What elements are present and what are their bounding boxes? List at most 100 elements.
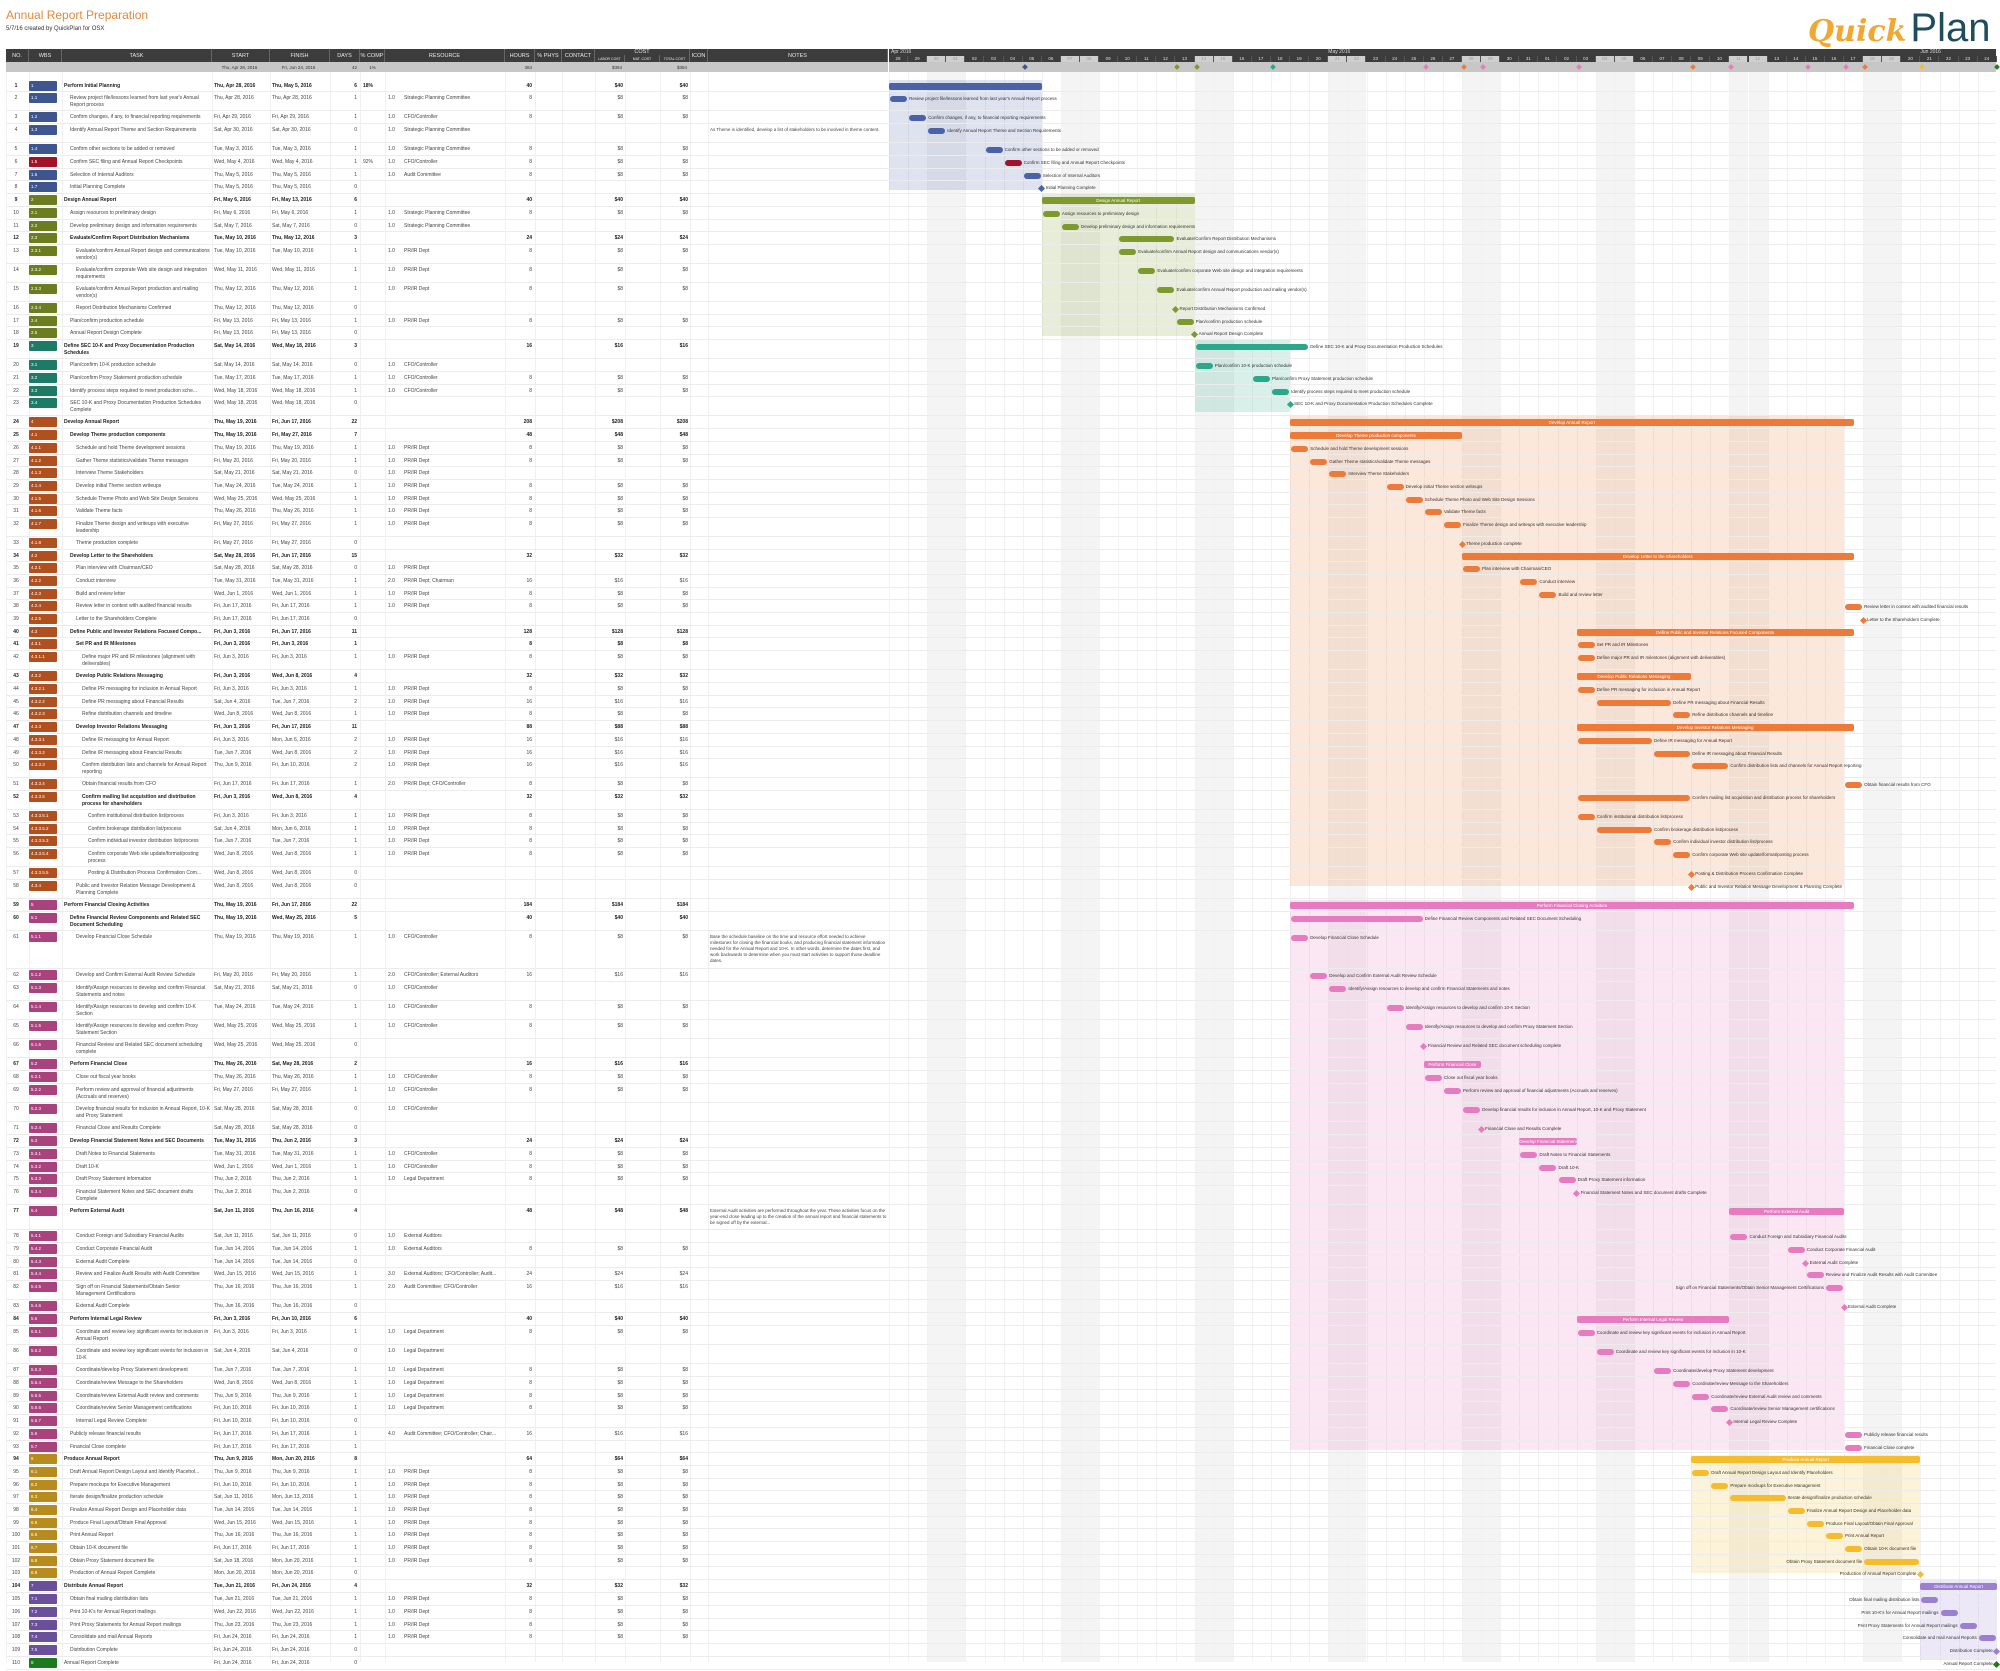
task-name[interactable]: Finalize Theme design and writeups with … — [76, 521, 189, 534]
task-bar[interactable] — [1845, 1546, 1863, 1552]
task-name[interactable]: Public and Investor Relation Message Dev… — [76, 883, 196, 896]
task-name[interactable]: Theme production complete — [76, 540, 138, 546]
task-bar[interactable] — [1520, 1152, 1538, 1158]
task-bar[interactable] — [1443, 1088, 1461, 1094]
task-bar[interactable] — [1405, 1024, 1423, 1030]
task-name[interactable]: Conduct Corporate Financial Audit — [76, 1246, 153, 1252]
column-header-hours[interactable]: Hours — [505, 49, 535, 62]
task-bar[interactable] — [1291, 916, 1423, 922]
task-bar[interactable] — [1921, 1597, 1939, 1603]
task-bar[interactable] — [1291, 446, 1309, 452]
task-bar[interactable] — [928, 128, 946, 134]
task-name[interactable]: Iterate design/finalize production sched… — [70, 1494, 164, 1500]
task-name[interactable]: Develop Investor Relations Messaging — [76, 724, 168, 730]
task-name[interactable]: Confirm corporate Web site update/format… — [88, 851, 199, 864]
task-bar[interactable] — [1386, 484, 1404, 490]
summary-bar[interactable]: Develop Letter to the Shareholders — [1462, 553, 1854, 560]
task-name[interactable]: Internal Legal Review Complete — [76, 1418, 147, 1424]
task-name[interactable]: Identify Annual Report Theme and Section… — [70, 127, 197, 133]
task-name[interactable]: Develop Financial Close Schedule — [76, 934, 153, 940]
task-bar[interactable] — [1463, 566, 1481, 572]
task-bar[interactable] — [1119, 236, 1175, 242]
task-name[interactable]: Coordinate and review key significant ev… — [76, 1329, 209, 1342]
task-name[interactable]: Validate Theme facts — [76, 508, 123, 514]
task-bar[interactable] — [1004, 160, 1022, 166]
task-name[interactable]: Coordinate/review Message to the Shareho… — [76, 1380, 184, 1386]
task-bar[interactable] — [1042, 211, 1060, 217]
task-bar[interactable] — [1119, 249, 1137, 255]
task-name[interactable]: SEC 10-K and Proxy Documentation Product… — [70, 400, 202, 413]
summary-bar[interactable]: Perform Financial Close — [1423, 1061, 1482, 1068]
task-name[interactable]: Review letter in context with audited fi… — [76, 603, 192, 609]
task-bar[interactable] — [1424, 1075, 1442, 1081]
task-bar[interactable] — [1673, 712, 1691, 718]
task-name[interactable]: Publicly release financial results — [70, 1431, 141, 1437]
task-name[interactable]: Draft Proxy Statement information — [76, 1176, 152, 1182]
task-bar[interactable] — [1577, 795, 1691, 801]
task-bar[interactable] — [1825, 1285, 1843, 1291]
task-bar[interactable] — [890, 96, 908, 102]
task-bar[interactable] — [1692, 1394, 1710, 1400]
task-name[interactable]: Schedule and hold Theme development sess… — [76, 445, 186, 451]
task-name[interactable]: Assign resources to preliminary design — [70, 210, 156, 216]
task-name[interactable]: Identify/Assign resources to develop and… — [76, 1004, 196, 1017]
task-name[interactable]: Annual Report Complete — [64, 1660, 119, 1666]
task-bar[interactable] — [1596, 1349, 1614, 1355]
task-name[interactable]: Interview Theme Stakeholders — [76, 470, 144, 476]
column-header-resource[interactable]: Resource — [385, 49, 505, 62]
column-header-notes[interactable]: Notes — [708, 49, 888, 62]
milestone-diamond-icon[interactable] — [1993, 1660, 2000, 1668]
task-name[interactable]: Plan/confirm 10-K production schedule — [70, 362, 156, 368]
summary-bar[interactable]: Develop Annual Report — [1290, 419, 1854, 426]
task-bar[interactable] — [1596, 827, 1652, 833]
task-name[interactable]: Confirm other sections to be added or re… — [70, 146, 175, 152]
task-name[interactable]: Selection of Internal Auditors — [70, 172, 134, 178]
task-name[interactable]: Review project file/lessons learned from… — [70, 95, 199, 108]
task-name[interactable]: Conduct Foreign and Subsidiary Financial… — [76, 1233, 184, 1239]
summary-bar[interactable]: Design Annual Report — [1041, 197, 1195, 204]
column-header-task[interactable]: Task — [62, 49, 212, 62]
task-name[interactable]: Confirm mailing list acquisition and dis… — [82, 794, 196, 807]
task-name[interactable]: Confirm brokerage distribution list/proc… — [88, 826, 182, 832]
milestone-diamond-icon[interactable] — [1038, 184, 1046, 192]
task-name[interactable]: Initial Planning Complete — [70, 184, 126, 190]
task-bar[interactable] — [1654, 1368, 1672, 1374]
task-name[interactable]: Define IR messaging for Annual Report — [82, 737, 169, 743]
task-bar[interactable] — [1558, 1177, 1576, 1183]
task-bar[interactable] — [1845, 604, 1863, 610]
task-name[interactable]: Identify/Assign resources to develop and… — [76, 985, 206, 998]
task-name[interactable]: Perform Financial Closing Activities — [64, 902, 150, 908]
task-name[interactable]: Sign off on Financial Statements/Obtain … — [76, 1284, 180, 1297]
task-bar[interactable] — [1787, 1247, 1805, 1253]
task-name[interactable]: Confirm distribution lists and channels … — [82, 762, 207, 775]
summary-bar[interactable]: Develop Public Relations Messaging — [1576, 673, 1692, 680]
task-name[interactable]: Plan/confirm Proxy Statement production … — [70, 375, 183, 381]
task-name[interactable]: Evaluate/confirm corporate Web site desi… — [76, 267, 208, 280]
task-name[interactable]: Perform Financial Close — [70, 1061, 128, 1067]
task-name[interactable]: Letter to the Shareholders Complete — [76, 616, 157, 622]
task-bar[interactable] — [1138, 268, 1156, 274]
task-bar[interactable] — [1596, 700, 1672, 706]
summary-bar[interactable]: Produce Annual Report — [1691, 1456, 1921, 1463]
task-name[interactable]: Develop and Confirm External Audit Revie… — [76, 972, 196, 978]
task-bar[interactable] — [1520, 579, 1538, 585]
task-name[interactable]: Evaluate/Confirm Report Distribution Mec… — [70, 235, 190, 241]
summary-bar[interactable]: Perform External Audit — [1729, 1208, 1844, 1215]
task-name[interactable]: Gather Theme statistics/validate Theme m… — [76, 458, 189, 464]
column-header-contact[interactable]: Contact — [562, 49, 595, 62]
task-name[interactable]: Draft Notes to Financial Statements — [76, 1151, 155, 1157]
task-bar[interactable] — [1195, 344, 1309, 350]
task-bar[interactable] — [1730, 1234, 1748, 1240]
task-name[interactable]: Develop Theme production components — [70, 432, 166, 438]
task-name[interactable]: Confirm individual investor distribution… — [88, 838, 199, 844]
task-name[interactable]: Define PR messaging about Financial Resu… — [82, 699, 184, 705]
column-header-wbs[interactable]: WBS — [29, 49, 62, 62]
task-name[interactable]: Coordinate/review External Audit review … — [76, 1393, 199, 1399]
summary-bar[interactable]: Define Public and Investor Relations Foc… — [1576, 629, 1854, 636]
task-bar[interactable] — [1329, 471, 1347, 477]
task-bar[interactable] — [1673, 852, 1691, 858]
task-name[interactable]: Review and Finalize Audit Results with A… — [76, 1271, 200, 1277]
task-name[interactable]: Financial Statement Notes and SEC docume… — [76, 1189, 194, 1202]
task-name[interactable]: Posting & Distribution Process Confirmat… — [88, 870, 202, 876]
column-header-icon[interactable]: Icon — [690, 49, 708, 62]
